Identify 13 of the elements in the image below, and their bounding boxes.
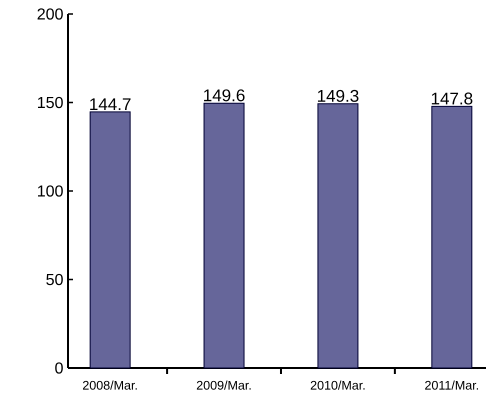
y-tick-label: 200	[38, 8, 63, 20]
data-label: 144.7	[90, 98, 131, 110]
data-label: 149.3	[318, 90, 358, 102]
y-tick-label: 0	[55, 362, 63, 374]
x-tick-label: 2010/Mar.	[310, 380, 365, 390]
y-tick-label: 100	[38, 185, 63, 197]
x-tick-label: 2008/Mar.	[82, 380, 137, 390]
x-tick-label: 2011/Mar.	[425, 380, 478, 390]
data-label: 149.6	[204, 89, 245, 102]
x-tick-label: 2009/Mar.	[196, 380, 251, 390]
y-tick-label: 50	[46, 274, 63, 286]
y-tick-label: 150	[38, 96, 63, 108]
data-label: 147.8	[432, 92, 472, 105]
